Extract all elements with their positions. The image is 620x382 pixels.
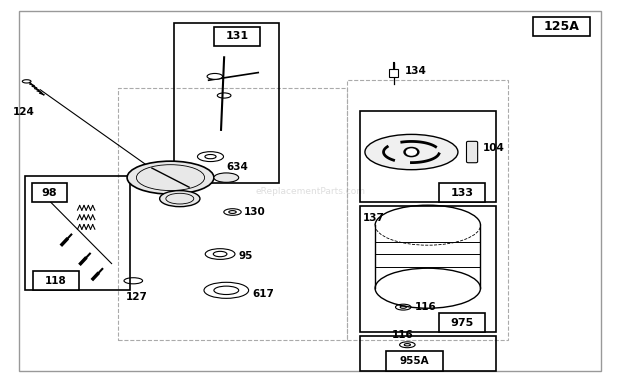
Bar (33, 271, 79, 290)
Text: 137: 137 (363, 213, 384, 223)
Text: 125A: 125A (543, 20, 579, 33)
Bar (439, 313, 485, 332)
Text: 617: 617 (252, 289, 274, 299)
Bar (347, 80, 508, 340)
Text: 975: 975 (450, 318, 474, 328)
Text: 116: 116 (392, 330, 414, 340)
Text: 124: 124 (12, 107, 35, 117)
Text: eReplacementParts.com: eReplacementParts.com (255, 186, 365, 196)
Circle shape (404, 147, 419, 157)
Text: 118: 118 (45, 276, 67, 286)
Bar (386, 351, 443, 371)
Text: 95: 95 (239, 251, 253, 261)
Ellipse shape (160, 191, 200, 207)
Text: 116: 116 (414, 302, 436, 312)
Text: 127: 127 (125, 292, 148, 302)
Bar (533, 17, 590, 36)
Ellipse shape (365, 134, 458, 170)
Text: 104: 104 (482, 143, 505, 153)
Ellipse shape (127, 161, 214, 194)
Bar (360, 206, 496, 332)
Bar (439, 183, 485, 202)
Text: 131: 131 (225, 31, 249, 41)
Bar (360, 111, 496, 202)
Bar (389, 69, 398, 77)
Ellipse shape (207, 73, 223, 79)
Text: 634: 634 (226, 162, 248, 172)
Text: 130: 130 (244, 207, 265, 217)
FancyBboxPatch shape (466, 141, 477, 163)
Bar (25, 176, 130, 290)
Ellipse shape (214, 173, 239, 182)
Text: 98: 98 (42, 188, 58, 198)
Text: 955A: 955A (399, 356, 429, 366)
Text: 133: 133 (450, 188, 474, 198)
Bar (360, 336, 496, 371)
Bar (118, 88, 347, 340)
Bar (214, 27, 260, 46)
Bar (174, 23, 279, 183)
Circle shape (407, 149, 417, 155)
Text: 134: 134 (405, 66, 427, 76)
Bar (32, 183, 67, 202)
